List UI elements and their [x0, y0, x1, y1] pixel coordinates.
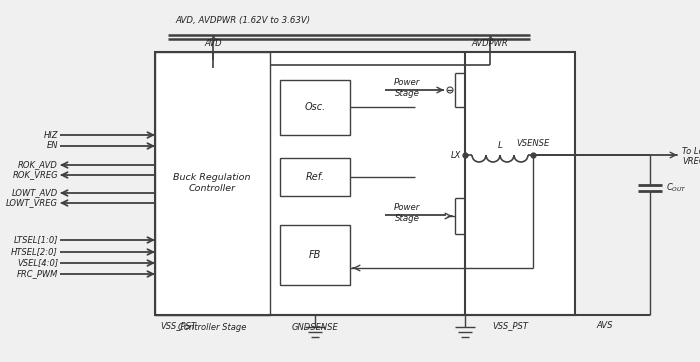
Text: Controller Stage: Controller Stage	[178, 323, 246, 332]
Text: ROK_VREG: ROK_VREG	[13, 171, 58, 180]
Bar	[155, 52, 575, 315]
Text: VSENSE: VSENSE	[517, 139, 550, 148]
Text: VREG: VREG	[682, 156, 700, 165]
Text: LX: LX	[451, 151, 461, 160]
Text: AVD, AVDPWR (1.62V to 3.63V): AVD, AVDPWR (1.62V to 3.63V)	[175, 16, 310, 25]
Text: EN: EN	[46, 142, 58, 151]
Text: Buck Regulation
Controller: Buck Regulation Controller	[174, 173, 251, 193]
Text: Osc.: Osc.	[304, 102, 326, 112]
Text: LOWT_VREG: LOWT_VREG	[6, 198, 58, 207]
Text: Power
Stage: Power Stage	[393, 203, 420, 223]
Text: C$_{OUT}$: C$_{OUT}$	[666, 182, 687, 194]
Text: Ref.: Ref.	[305, 172, 325, 182]
Text: LOWT_AVD: LOWT_AVD	[12, 189, 58, 198]
Text: VSS_PST: VSS_PST	[160, 321, 196, 330]
Text: VSEL[4:0]: VSEL[4:0]	[17, 258, 58, 268]
Text: GNDSENSE: GNDSENSE	[292, 323, 338, 332]
Text: AVD: AVD	[204, 39, 222, 48]
Text: AVDPWR: AVDPWR	[472, 39, 508, 48]
Text: VSS_PST: VSS_PST	[492, 321, 528, 330]
Text: L: L	[498, 142, 503, 151]
Text: ROK_AVD: ROK_AVD	[18, 160, 58, 169]
Text: AVS: AVS	[596, 321, 613, 330]
Text: FB: FB	[309, 250, 321, 260]
Bar	[280, 158, 350, 196]
Bar	[280, 80, 350, 135]
Bar	[155, 52, 270, 315]
Text: FRC_PWM: FRC_PWM	[17, 269, 58, 278]
Text: HTSEL[2:0]: HTSEL[2:0]	[11, 248, 58, 257]
Text: To Load: To Load	[682, 147, 700, 156]
Text: Power
Stage: Power Stage	[393, 78, 420, 98]
Text: HIZ: HIZ	[43, 130, 58, 139]
Text: LTSEL[1:0]: LTSEL[1:0]	[13, 236, 58, 244]
Bar	[280, 225, 350, 285]
